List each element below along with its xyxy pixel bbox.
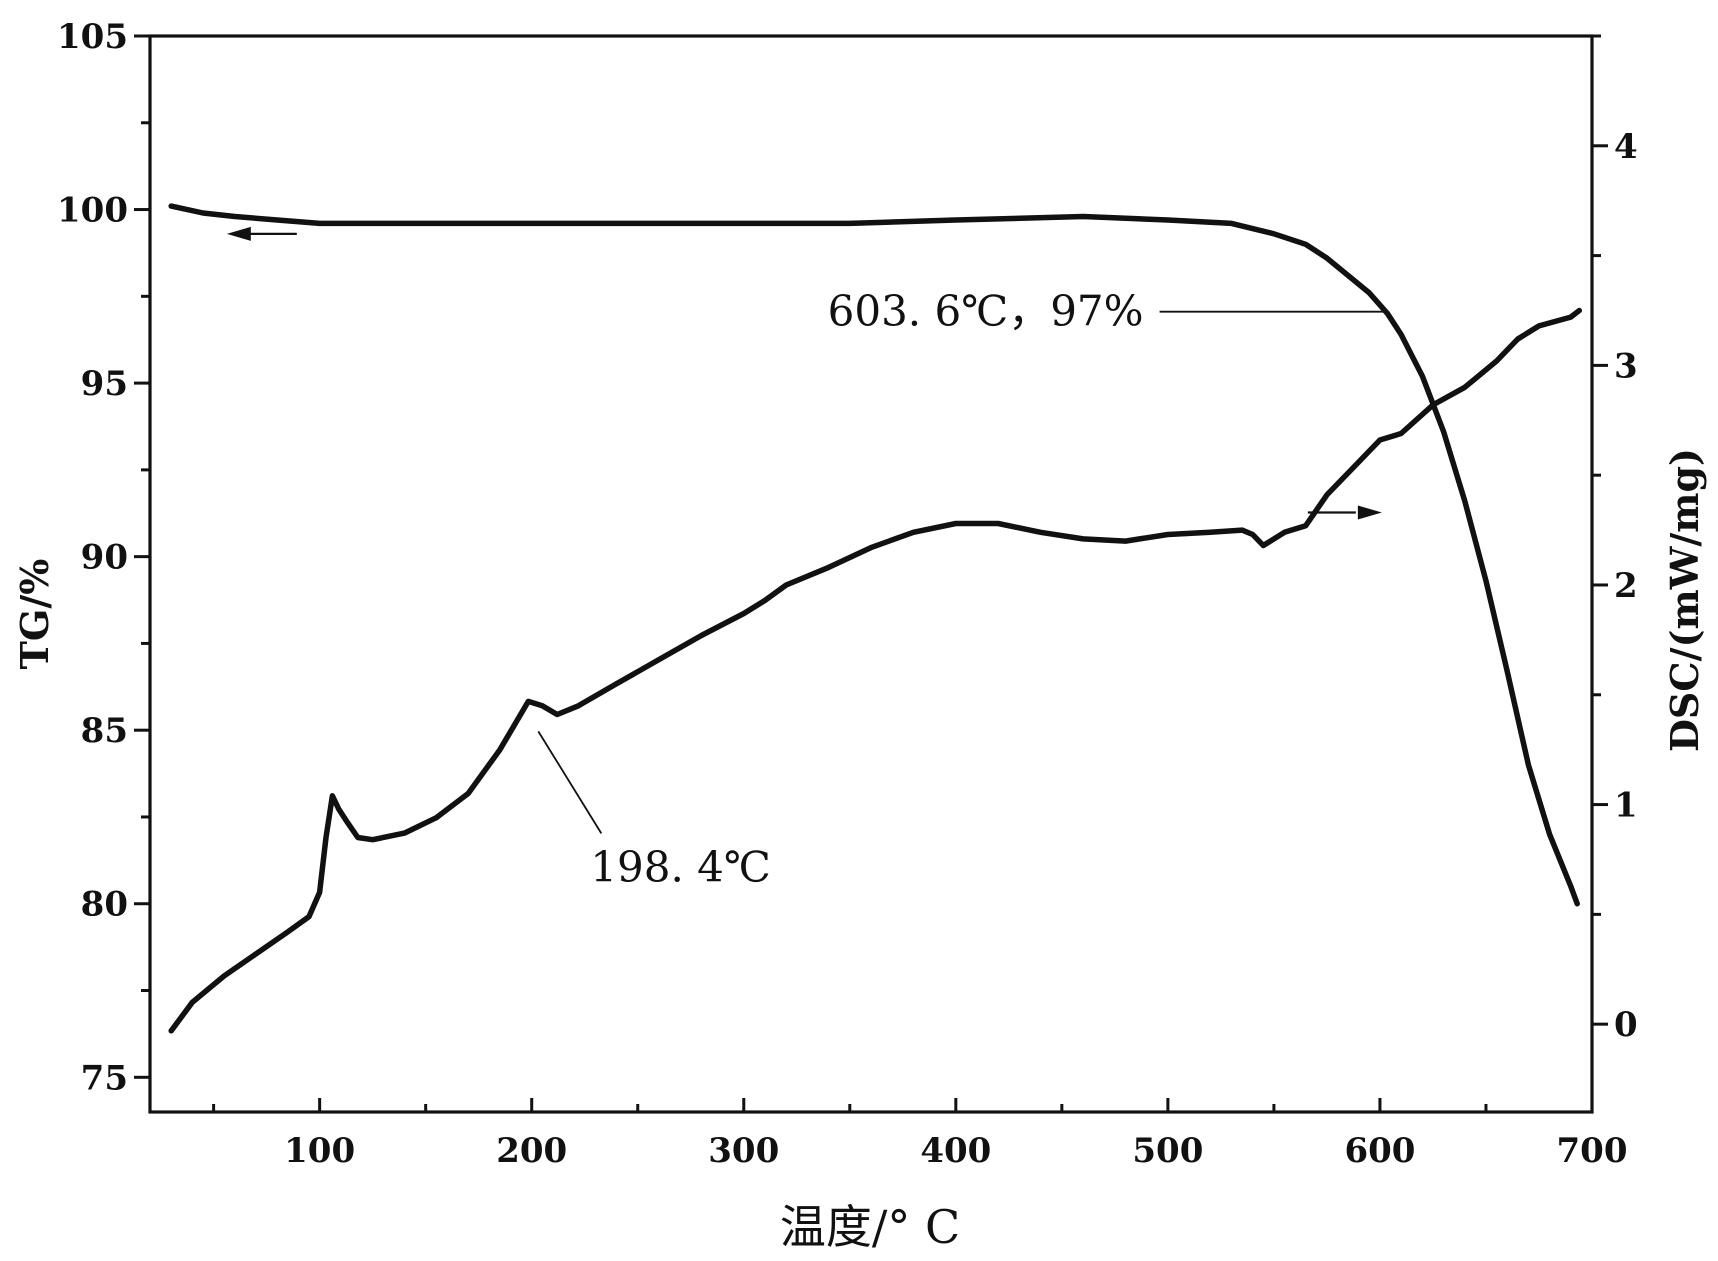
x-tick-label: 600: [1344, 1131, 1415, 1171]
x-tick-label: 400: [920, 1131, 991, 1171]
plot-frame: [148, 34, 1594, 1114]
y-right-tick-label: 2: [1614, 566, 1638, 606]
y-right-tick-label: 0: [1614, 1005, 1638, 1045]
x-tick-label: 500: [1132, 1131, 1203, 1171]
tick-marks: [134, 34, 1608, 1112]
tg-annotation-label: 603. 6℃，97%: [828, 287, 1144, 336]
tg-curve: [168, 203, 1580, 907]
y-left-tick-label: 105: [57, 17, 128, 57]
y-left-tick-label: 100: [57, 191, 128, 231]
dsc-right-arrow-icon: [1357, 505, 1382, 520]
dsc-annotation-leader: [537, 730, 603, 834]
y-right-tick-label: 1: [1614, 786, 1638, 826]
annotations: 603. 6℃，97% 198. 4℃: [537, 287, 1384, 891]
y-left-tick-label: 75: [81, 1058, 128, 1098]
x-tick-label: 300: [708, 1131, 779, 1171]
y-left-tick-label: 95: [81, 364, 128, 404]
axis-arrows: [226, 226, 1382, 520]
y-left-tick-label: 85: [81, 711, 128, 751]
dsc-curve: [168, 307, 1583, 1034]
tick-labels: 100 200 300 400 500 600 700 75 80 85 90 95 100 105 0 1 2…: [57, 17, 1638, 1171]
y-left-tick-label: 80: [81, 885, 128, 925]
y-left-tick-label: 90: [81, 538, 128, 578]
dsc-annotation-label: 198. 4℃: [590, 842, 771, 891]
series-group: [168, 203, 1583, 1034]
chart-axes: [148, 34, 1594, 1114]
x-tick-label: 200: [496, 1131, 567, 1171]
x-tick-label: 700: [1557, 1131, 1628, 1171]
y-right-tick-label: 4: [1614, 127, 1638, 167]
y-right-axis-title: DSC/(mW/mg): [1662, 448, 1707, 752]
x-axis-title: 温度/° C: [780, 1200, 960, 1254]
y-left-axis-title: TG/%: [12, 559, 57, 670]
tg-left-arrow-icon: [226, 226, 251, 241]
x-tick-label: 100: [284, 1131, 355, 1171]
y-right-tick-label: 3: [1614, 346, 1638, 386]
